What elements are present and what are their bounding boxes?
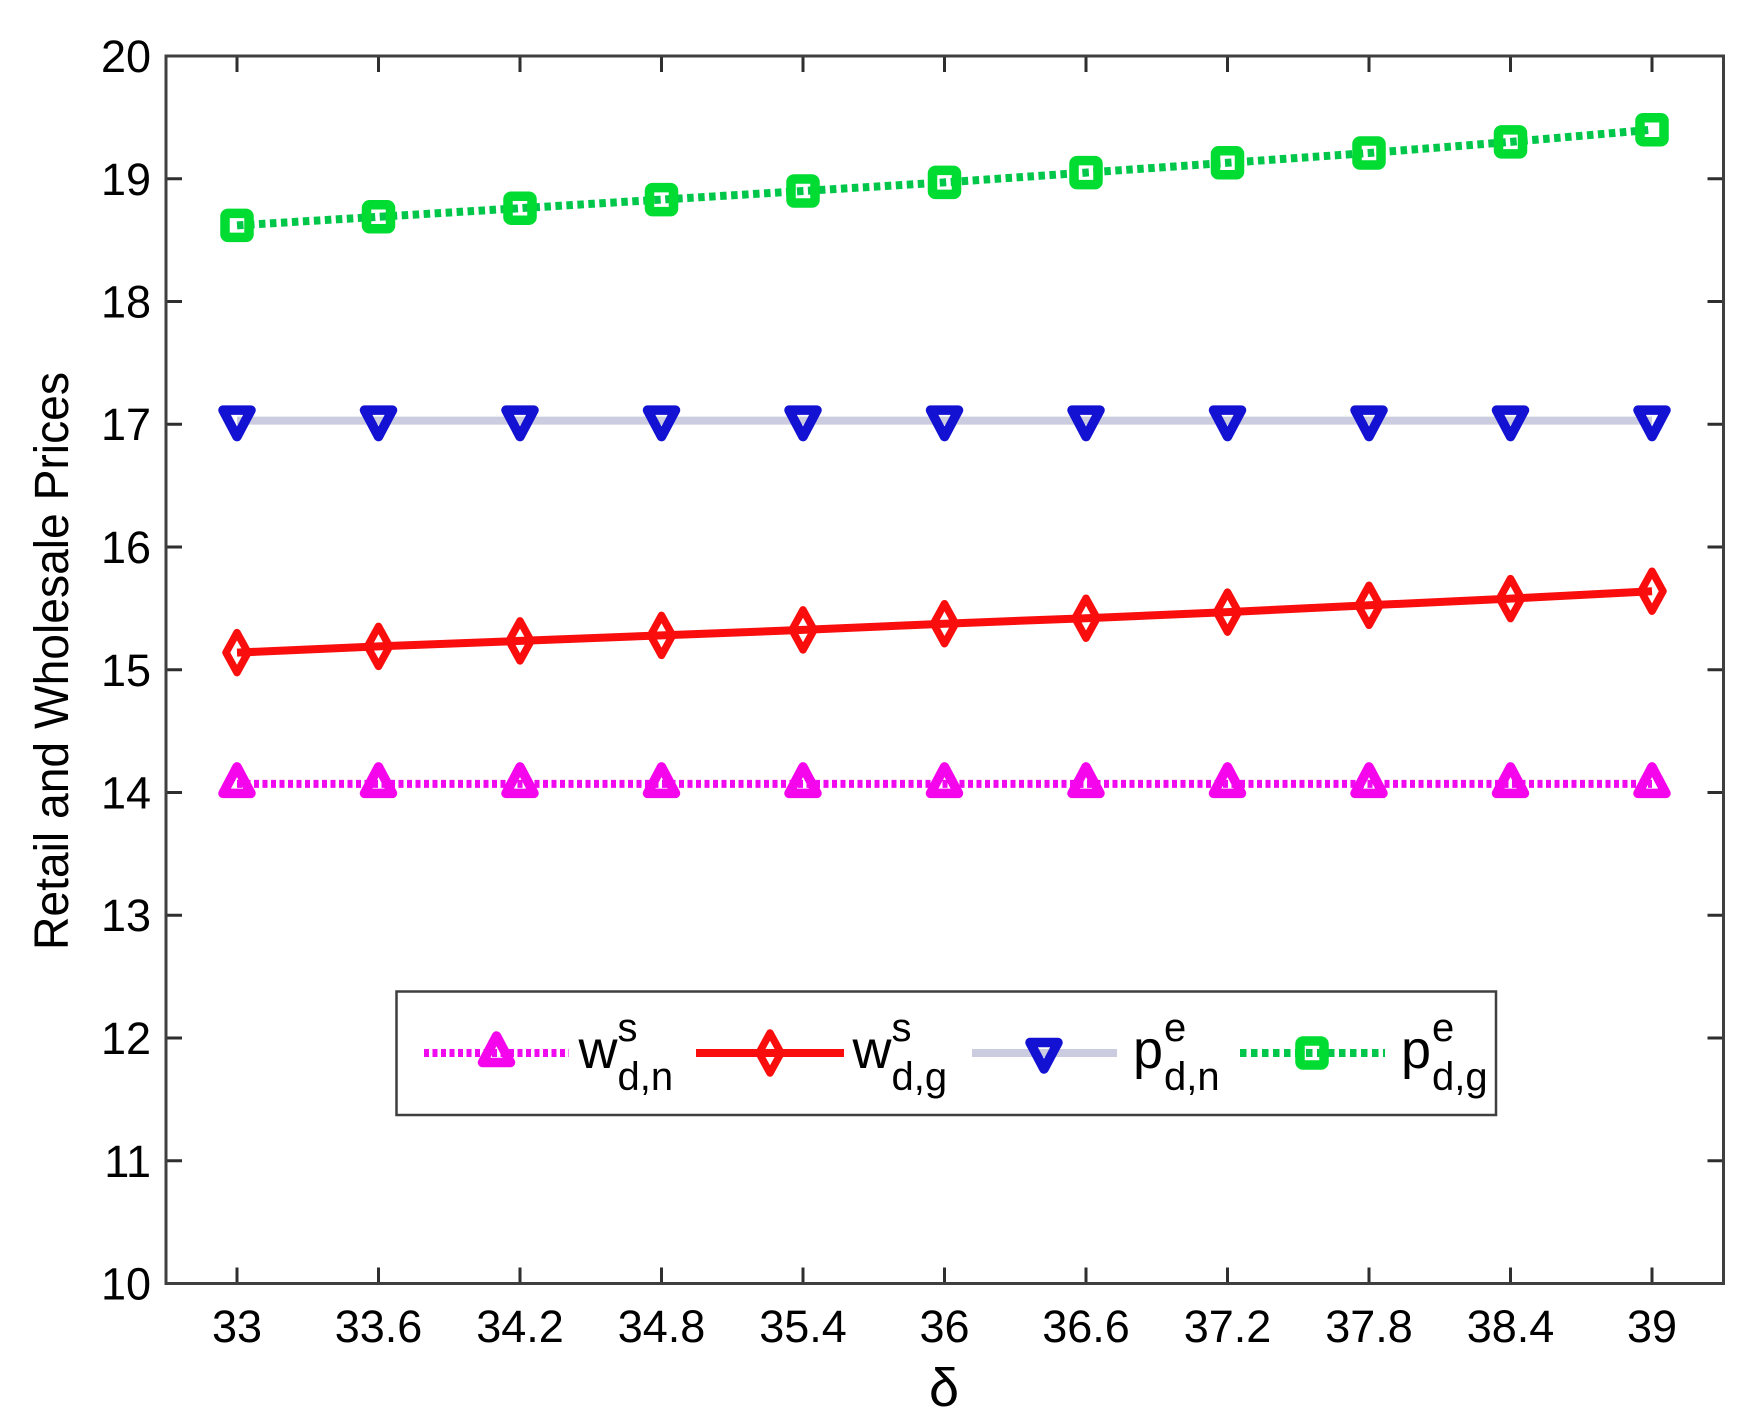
svg-text:17: 17 [101, 399, 151, 450]
svg-text:37.2: 37.2 [1184, 1301, 1272, 1352]
svg-text:18: 18 [101, 277, 151, 328]
svg-text:11: 11 [104, 1136, 151, 1187]
svg-text:34.8: 34.8 [618, 1301, 706, 1352]
svg-text:10: 10 [101, 1259, 151, 1310]
svg-text:e: e [1164, 1006, 1186, 1050]
svg-text:13: 13 [101, 890, 151, 941]
svg-text:16: 16 [101, 522, 151, 573]
svg-text:39: 39 [1627, 1301, 1677, 1352]
svg-text:s: s [618, 1006, 638, 1050]
svg-text:33.6: 33.6 [335, 1301, 423, 1352]
svg-text:15: 15 [101, 645, 151, 696]
svg-text:δ: δ [929, 1358, 959, 1418]
svg-text:35.4: 35.4 [759, 1301, 847, 1352]
svg-text:d,n: d,n [618, 1055, 674, 1099]
svg-text:19: 19 [101, 154, 151, 205]
svg-text:s: s [892, 1006, 912, 1050]
svg-text:p: p [1401, 1020, 1431, 1080]
svg-text:14: 14 [101, 768, 151, 819]
svg-text:e: e [1432, 1006, 1454, 1050]
svg-text:33: 33 [212, 1301, 262, 1352]
svg-text:34.2: 34.2 [476, 1301, 564, 1352]
svg-text:36.6: 36.6 [1042, 1301, 1130, 1352]
svg-text:p: p [1133, 1020, 1163, 1080]
svg-text:20: 20 [101, 31, 151, 82]
svg-text:38.4: 38.4 [1467, 1301, 1555, 1352]
svg-text:d,n: d,n [1164, 1055, 1220, 1099]
svg-text:37.8: 37.8 [1325, 1301, 1413, 1352]
svg-text:d,g: d,g [892, 1055, 948, 1099]
svg-text:36: 36 [919, 1301, 969, 1352]
svg-text:w: w [852, 1020, 893, 1080]
svg-text:d,g: d,g [1432, 1055, 1488, 1099]
svg-text:Retail and Wholesale Prices: Retail and Wholesale Prices [26, 372, 79, 950]
svg-text:12: 12 [101, 1013, 151, 1064]
svg-text:w: w [578, 1020, 619, 1080]
